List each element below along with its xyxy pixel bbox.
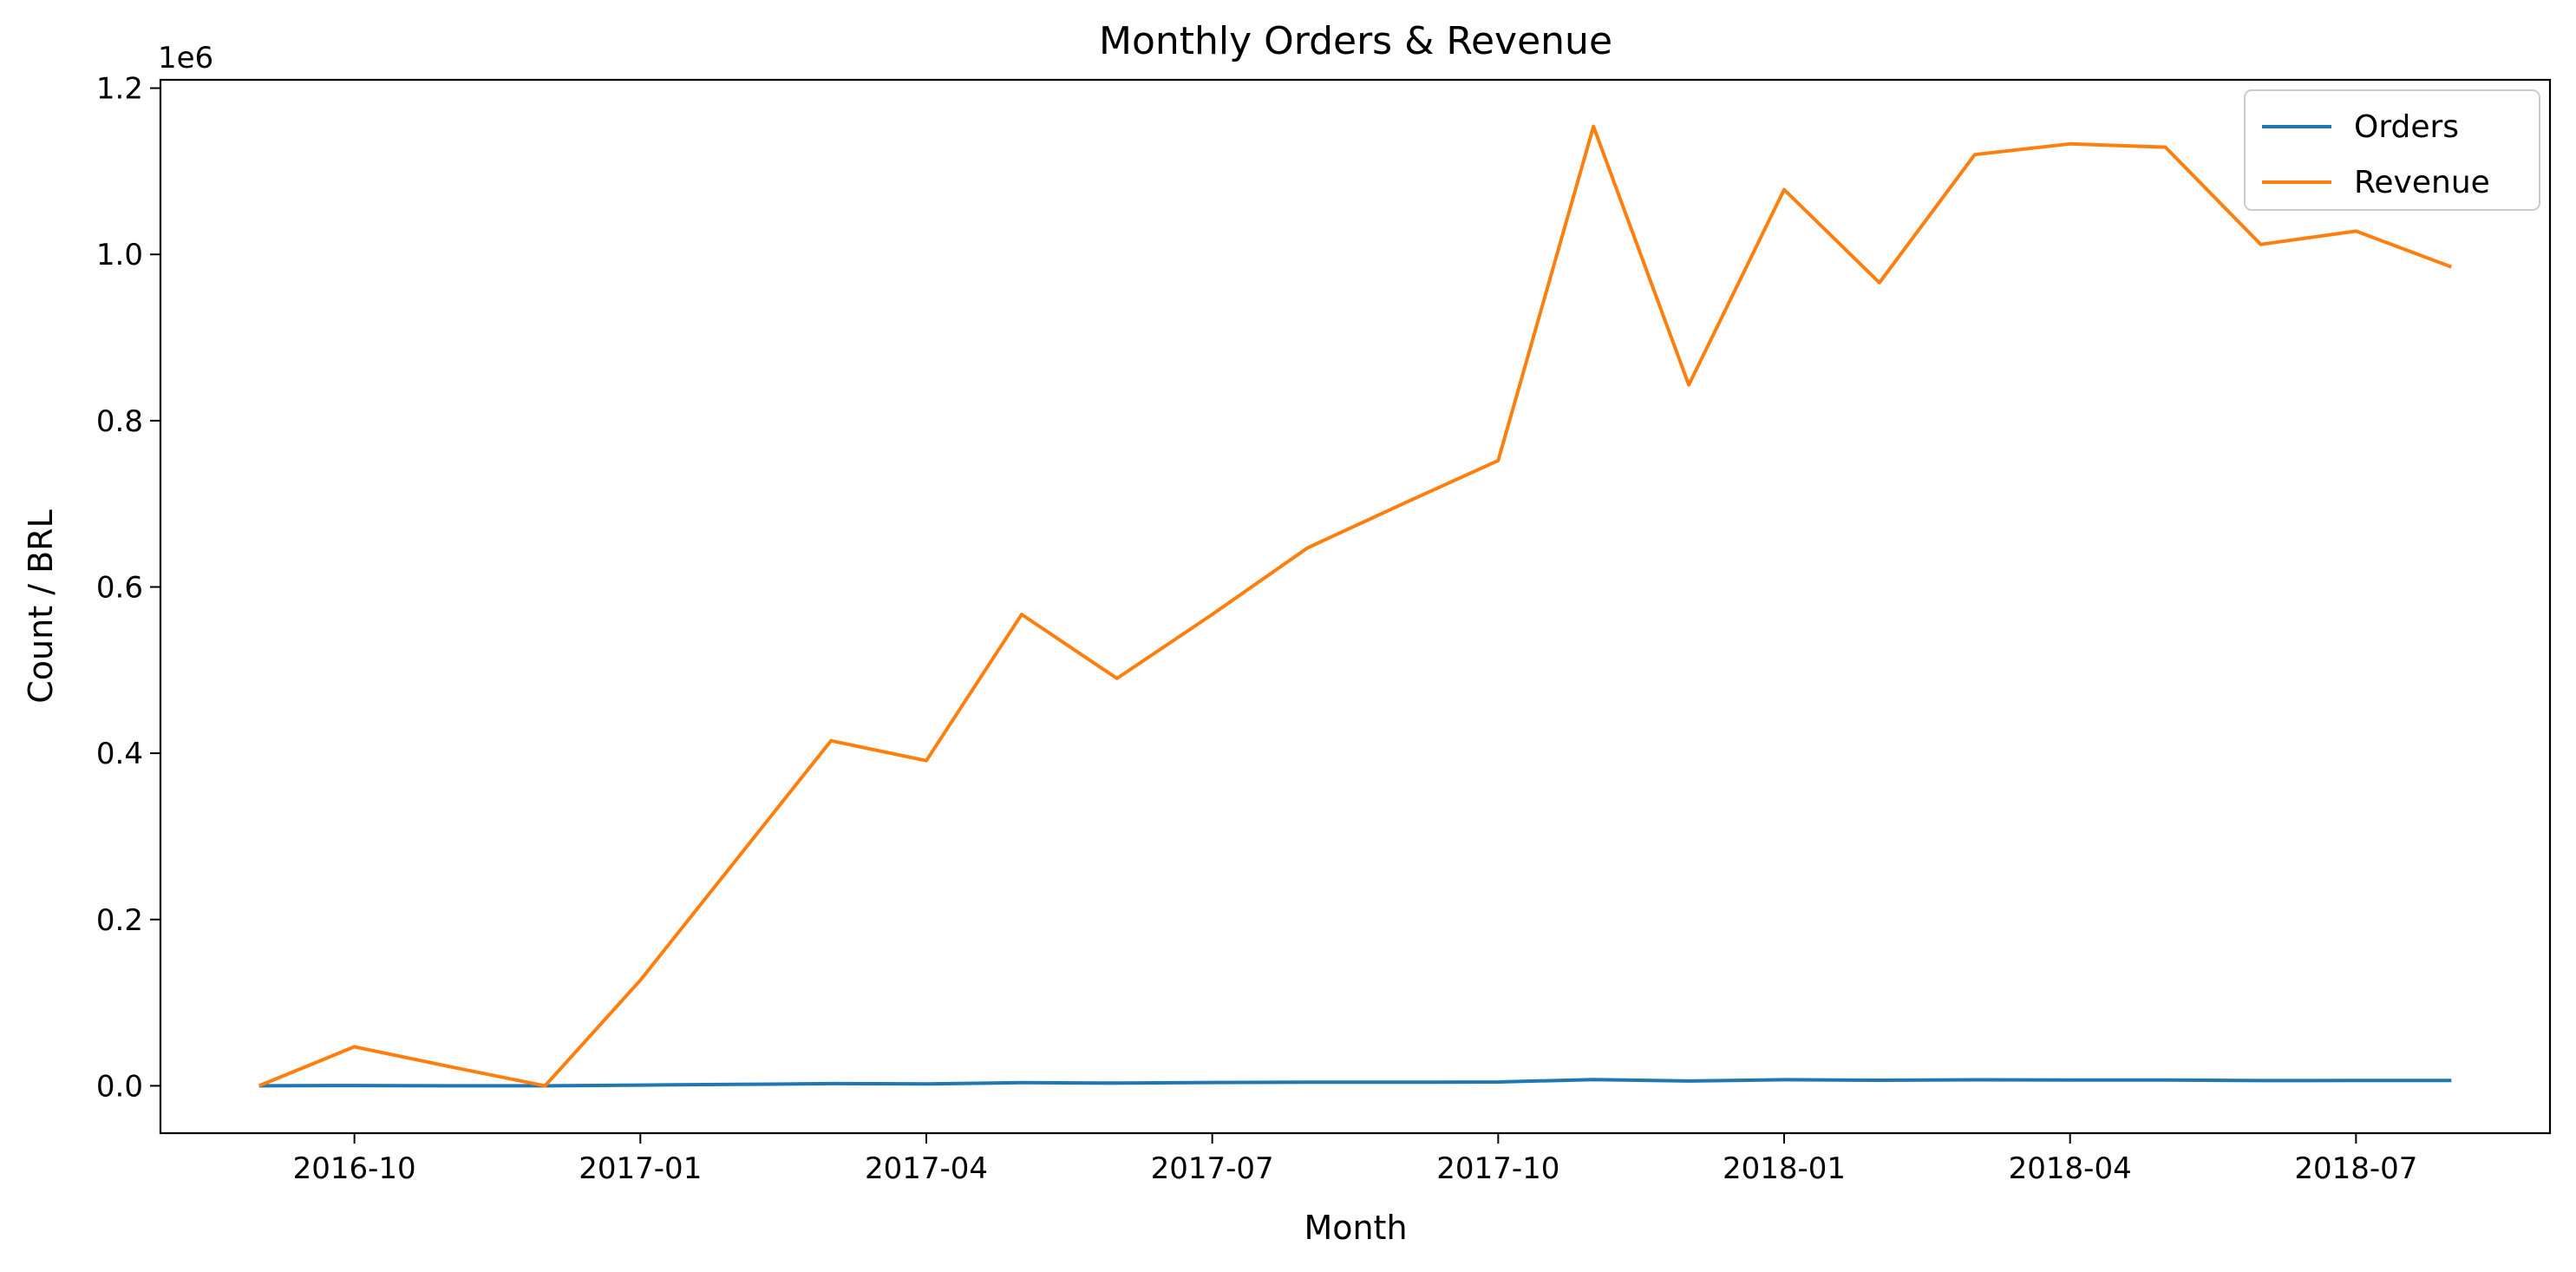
series-line-revenue bbox=[258, 124, 2453, 1088]
y-axis-ticks: 0.0 0.2 0.4 0.6 0.8 1.0 1.2 bbox=[96, 72, 160, 1104]
series-line-orders bbox=[258, 1078, 2452, 1088]
legend-label-revenue: Revenue bbox=[2354, 165, 2490, 200]
legend-box bbox=[2244, 89, 2540, 211]
x-tick-label: 2017-07 bbox=[1151, 1151, 1274, 1186]
y-tick-label: 0.4 bbox=[96, 737, 143, 771]
y-tick-label: 0.6 bbox=[96, 570, 143, 605]
x-tick-label: 2018-07 bbox=[2294, 1151, 2417, 1186]
x-tick-label: 2018-01 bbox=[1723, 1151, 1846, 1186]
x-tick-label: 2018-04 bbox=[2009, 1151, 2132, 1186]
chart-title: Monthly Orders & Revenue bbox=[1099, 19, 1612, 63]
plot-area-frame bbox=[159, 78, 2552, 1135]
x-tick-label: 2017-01 bbox=[579, 1151, 702, 1186]
y-axis-multiplier: 1e6 bbox=[158, 41, 213, 75]
x-tick-label: 2017-10 bbox=[1436, 1151, 1559, 1186]
y-tick-label: 0.2 bbox=[96, 903, 143, 938]
y-tick-label: 1.2 bbox=[96, 72, 143, 107]
x-tick-label: 2016-10 bbox=[293, 1151, 416, 1186]
y-tick-label: 1.0 bbox=[96, 238, 143, 272]
x-tick-label: 2017-04 bbox=[865, 1151, 988, 1186]
x-axis-ticks: 2016-10 2017-01 2017-04 2017-07 2017-10 2018-… bbox=[293, 1133, 2417, 1186]
series-lines bbox=[258, 124, 2453, 1088]
y-tick-label: 0.8 bbox=[96, 404, 143, 439]
legend: Orders Revenue bbox=[2244, 89, 2540, 211]
legend-label-orders: Orders bbox=[2354, 109, 2459, 145]
y-tick-label: 0.0 bbox=[96, 1069, 143, 1104]
x-axis-label: Month bbox=[1304, 1209, 1407, 1247]
y-axis-label: Count / BRL bbox=[22, 509, 60, 703]
